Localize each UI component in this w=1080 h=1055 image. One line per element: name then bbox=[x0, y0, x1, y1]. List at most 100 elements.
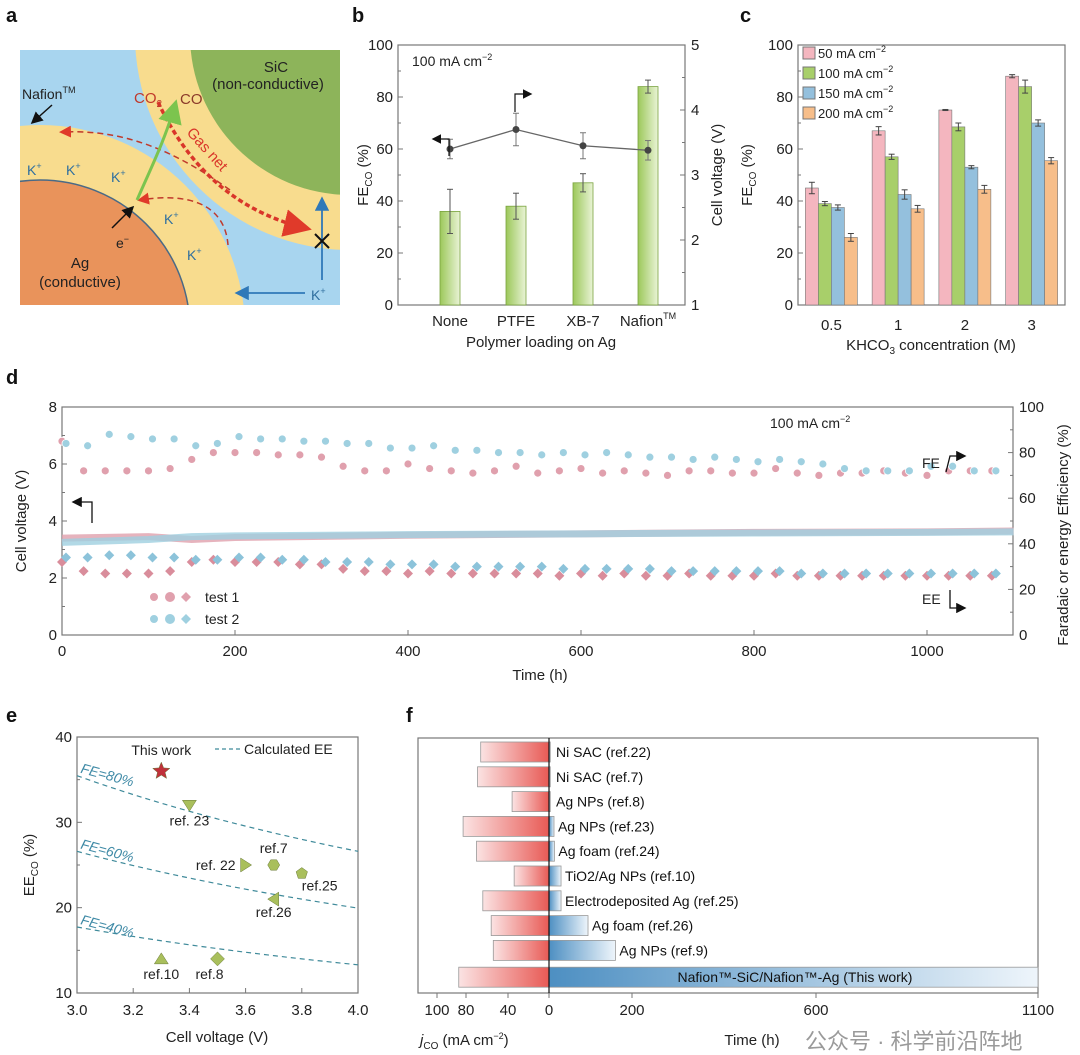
y-tick-label: 0 bbox=[49, 627, 57, 644]
fe-point-test-1 bbox=[273, 450, 283, 460]
ag-sublabel: (conductive) bbox=[39, 274, 121, 291]
fe-point-test-2 bbox=[407, 443, 417, 453]
fe-point-test-1 bbox=[598, 468, 608, 478]
fe-point-test-1 bbox=[792, 468, 802, 478]
y-tick-label: 60 bbox=[376, 141, 393, 158]
fe-point-test-1 bbox=[663, 470, 672, 480]
ee-point-test-1 bbox=[381, 566, 392, 577]
ee-point-test-2 bbox=[255, 552, 266, 563]
fe-line-label: FE=40% bbox=[79, 911, 135, 940]
k-ion-labels: K+ K+ K+ K+ K+ K+ bbox=[27, 161, 326, 303]
ee-point-test-1 bbox=[403, 568, 413, 579]
jco-bar bbox=[476, 840, 550, 862]
sic-sublabel: (non-conductive) bbox=[212, 76, 324, 93]
data-point-ref23 bbox=[181, 800, 197, 812]
fe-axis-indicator: FE bbox=[922, 455, 940, 471]
point-label: ref. 23 bbox=[170, 812, 210, 828]
voltage-trace-2 bbox=[61, 528, 1014, 546]
ee-point-test-2 bbox=[926, 568, 936, 579]
panel-label-b: b bbox=[352, 5, 364, 27]
fe-point-test-1 bbox=[338, 461, 348, 471]
fe-point-test-2 bbox=[840, 464, 849, 473]
ee-point-test-2 bbox=[428, 559, 439, 570]
ag-particle bbox=[20, 179, 189, 305]
ee-point-test-2 bbox=[320, 557, 331, 568]
sic-label: SiC bbox=[264, 59, 288, 76]
ee-point-test-1 bbox=[446, 568, 457, 579]
fe-point-test-1 bbox=[576, 464, 586, 473]
fe-point-test-1 bbox=[165, 464, 175, 473]
fe-point-test-1 bbox=[749, 468, 759, 478]
fe-point-test-1 bbox=[79, 466, 89, 476]
y-tick-label: 40 bbox=[55, 729, 72, 746]
y-tick-label: 100 bbox=[1019, 399, 1044, 416]
ee-point-test-2 bbox=[904, 568, 915, 579]
fe-point-test-1 bbox=[490, 466, 499, 476]
data-point-ref26 bbox=[267, 891, 279, 907]
voltage-point bbox=[644, 146, 652, 154]
ee-point-test-2 bbox=[666, 566, 677, 577]
legend-label: 200 mA cm−2 bbox=[818, 104, 893, 121]
fe-point-test-1 bbox=[727, 468, 737, 478]
gas-net-arrow bbox=[156, 101, 312, 237]
data-point-ref25 bbox=[295, 867, 308, 879]
left-axis-arrow-icon bbox=[431, 134, 450, 156]
bar-label: Ni SAC (ref.22) bbox=[556, 744, 651, 760]
superscript: −2 bbox=[876, 44, 886, 54]
bar-50-2 bbox=[938, 109, 953, 306]
fe-line-label: FE=80% bbox=[79, 760, 135, 789]
ee-point-test-2 bbox=[580, 563, 590, 574]
bar-50-0.5 bbox=[805, 187, 819, 306]
fe-point-test-1 bbox=[619, 466, 629, 476]
legend-label: test 2 bbox=[205, 611, 239, 627]
co-label: CO bbox=[180, 91, 203, 108]
fe-point-test-2 bbox=[861, 466, 871, 476]
bar-200-2 bbox=[977, 189, 992, 306]
x-tick-label: 3.8 bbox=[291, 1002, 312, 1019]
x-tick-label: NafionTM bbox=[620, 311, 676, 330]
voltage-point bbox=[446, 145, 454, 153]
fe-point-test-2 bbox=[148, 434, 157, 444]
fe-point-test-2 bbox=[558, 448, 568, 458]
x-tick-label: 800 bbox=[741, 643, 766, 660]
bar-150-3 bbox=[1031, 122, 1045, 306]
fe-point-test-2 bbox=[234, 432, 244, 442]
x-tick-label: 400 bbox=[395, 643, 420, 660]
panel-label-c: c bbox=[740, 5, 751, 27]
ee-point-test-1 bbox=[100, 568, 111, 579]
left-x-axis-label: jCO (mA cm−2) bbox=[418, 1031, 509, 1052]
ee-point-test-1 bbox=[489, 568, 500, 579]
time-bar bbox=[548, 915, 589, 936]
ee-point-test-2 bbox=[298, 554, 309, 565]
y-tick-label: 0 bbox=[785, 297, 793, 314]
co-product-arrow bbox=[135, 99, 182, 201]
x-tick-label: 4.0 bbox=[348, 1002, 369, 1019]
ee-point-test-1 bbox=[511, 568, 522, 579]
jco-bar bbox=[492, 940, 550, 961]
data-point-ref22 bbox=[240, 857, 253, 873]
y-tick-label: 20 bbox=[776, 245, 793, 262]
y-tick-label: 20 bbox=[1019, 581, 1036, 598]
x-tick-label: XB-7 bbox=[566, 313, 599, 330]
fe-point-test-2 bbox=[104, 429, 114, 439]
ee-point-test-1 bbox=[78, 566, 89, 577]
fe-point-test-1 bbox=[295, 450, 305, 460]
y-tick-label: 40 bbox=[1019, 536, 1036, 553]
fe-point-test-1 bbox=[187, 455, 197, 464]
bar-200-0.5 bbox=[844, 237, 858, 306]
y-tick-label: 0 bbox=[385, 297, 393, 314]
calculated-ee-line bbox=[76, 775, 359, 852]
bar-label: Ag foam (ref.26) bbox=[592, 918, 693, 934]
legend-marker-fe bbox=[149, 592, 159, 602]
fe-point-test-1 bbox=[771, 464, 781, 473]
legend-marker-fe bbox=[149, 614, 159, 624]
y-axis-label: EECO (%) bbox=[21, 834, 41, 897]
chart-literature-comparison: 100 80 40 0 200 600 1100 Ni SAC (ref.22) Ni SAC … bbox=[417, 737, 1054, 1054]
k-ion-label: K+ bbox=[66, 161, 81, 178]
voltage-point bbox=[512, 126, 520, 133]
k-ion-label: K+ bbox=[311, 286, 326, 303]
ee-point-test-2 bbox=[753, 566, 763, 577]
ee-point-test-2 bbox=[190, 554, 201, 565]
fe-point-test-1 bbox=[360, 466, 370, 476]
